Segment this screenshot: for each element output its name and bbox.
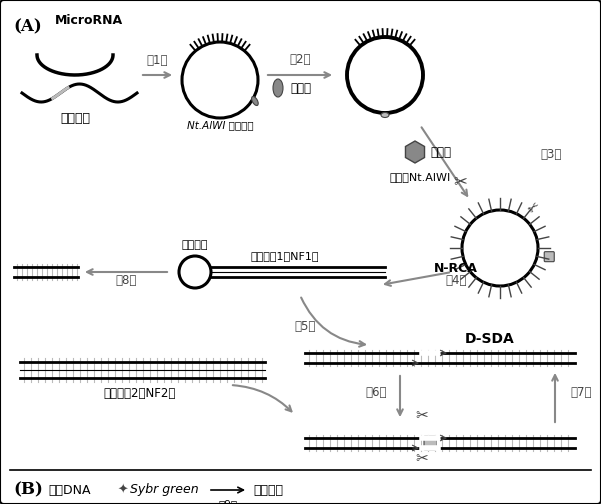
Text: (B): (B) <box>13 481 43 498</box>
FancyBboxPatch shape <box>424 436 436 450</box>
Text: 第5步: 第5步 <box>294 320 316 333</box>
Text: 信号输出: 信号输出 <box>253 483 283 496</box>
Text: ✂: ✂ <box>453 172 467 190</box>
Text: 第7步: 第7步 <box>570 386 591 399</box>
Text: 第8步: 第8步 <box>115 274 136 287</box>
Ellipse shape <box>273 79 283 97</box>
Ellipse shape <box>252 96 258 105</box>
Text: ✂: ✂ <box>525 199 543 216</box>
Text: Sybr green: Sybr green <box>130 483 198 496</box>
Text: 第9步: 第9步 <box>218 499 237 504</box>
Text: 锁式探针: 锁式探针 <box>60 112 90 125</box>
Text: Nt.AlWI 切割位点: Nt.AlWI 切割位点 <box>187 120 253 130</box>
Text: ✂: ✂ <box>416 451 429 466</box>
Text: 切割片段1（NF1）: 切割片段1（NF1） <box>251 251 319 261</box>
Text: 连接酶: 连接酶 <box>290 83 311 95</box>
Text: 双链DNA: 双链DNA <box>48 483 91 496</box>
Text: 第6步: 第6步 <box>365 386 387 399</box>
Text: N-RCA: N-RCA <box>434 262 478 275</box>
Text: 第3步: 第3步 <box>540 148 561 161</box>
Text: D-SDA: D-SDA <box>465 332 515 346</box>
Text: 切割片段2（NF2）: 切割片段2（NF2） <box>104 387 176 400</box>
Text: ✦: ✦ <box>118 483 129 496</box>
Text: MicroRNA: MicroRNA <box>55 14 123 27</box>
Text: ✂: ✂ <box>416 408 429 423</box>
Text: (A): (A) <box>13 18 41 35</box>
Ellipse shape <box>381 112 389 117</box>
Text: 回文序列: 回文序列 <box>182 240 209 250</box>
Text: 第2步: 第2步 <box>289 53 311 66</box>
FancyBboxPatch shape <box>545 251 554 262</box>
Text: 第4步: 第4步 <box>445 274 467 287</box>
Text: 聚合酶: 聚合酶 <box>430 146 451 158</box>
Text: 第1步: 第1步 <box>146 54 168 67</box>
Text: 切割酶Nt.AlWI: 切割酶Nt.AlWI <box>390 172 451 182</box>
